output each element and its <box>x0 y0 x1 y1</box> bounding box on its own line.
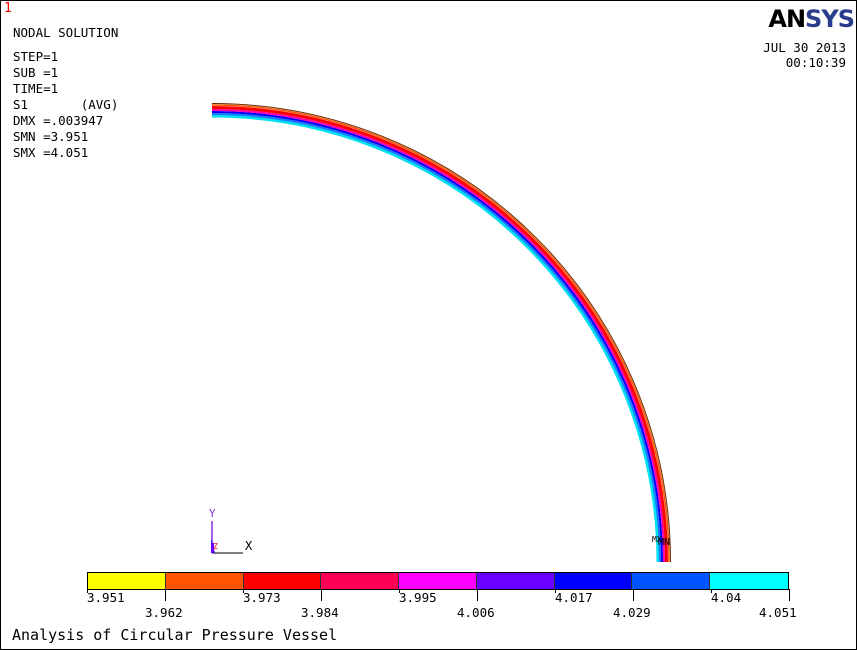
window-number: 1 <box>4 1 12 16</box>
legend-swatch <box>399 573 477 589</box>
ansys-logo: ANSYS <box>768 5 855 33</box>
mn-marker-label: MN <box>658 537 671 548</box>
legend-label: 4.006 <box>457 605 495 620</box>
legend-label: 4.051 <box>759 605 797 620</box>
ring-band-orange <box>211 104 670 563</box>
vessel-quarter-ring <box>211 103 671 563</box>
legend-label: 4.017 <box>555 590 593 605</box>
legend-swatch <box>710 573 789 589</box>
contour-legend-bar <box>87 572 789 590</box>
info-line-sub: SUB =1 <box>13 65 59 80</box>
legend-label: 4.04 <box>711 590 742 605</box>
info-line-s1: S1 (AVG) <box>13 97 119 112</box>
info-line-step: STEP=1 <box>13 49 59 64</box>
info-line-smn: SMN =3.951 <box>13 129 89 144</box>
ring-band-magenta <box>211 109 665 563</box>
legend-tick <box>633 589 634 601</box>
plot-caption: Analysis of Circular Pressure Vessel <box>12 626 338 644</box>
legend-swatch <box>243 573 322 589</box>
triad-y-label: Y <box>209 507 216 520</box>
legend-swatch <box>476 573 555 589</box>
legend-swatch <box>554 573 633 589</box>
triad-z-label: Z <box>213 542 218 551</box>
solution-title: NODAL SOLUTION <box>13 25 119 40</box>
legend-tick <box>165 589 166 601</box>
triad-x-label: X <box>245 539 253 553</box>
legend-label: 3.962 <box>145 605 183 620</box>
legend-tick <box>555 589 556 593</box>
ring-band-cyan <box>211 114 660 563</box>
legend-swatch <box>88 573 166 589</box>
legend-tick <box>711 589 712 593</box>
date-label: JUL 30 2013 <box>763 40 846 55</box>
time-label: 00:10:39 <box>785 55 846 70</box>
ring-band-outline <box>211 103 671 563</box>
mx-marker-label: MX <box>652 535 662 544</box>
info-line-smx: SMX =4.051 <box>13 145 89 160</box>
ring-band-red <box>211 106 668 563</box>
ring-band-lightblue <box>211 113 661 563</box>
info-line-time: TIME=1 <box>13 81 59 96</box>
legend-label: 4.029 <box>613 605 651 620</box>
ring-band-blue <box>211 111 663 563</box>
legend-label: 3.984 <box>301 605 339 620</box>
legend-tick <box>399 589 400 593</box>
coordinate-triad <box>211 521 243 554</box>
legend-tick <box>87 589 88 593</box>
legend-swatch <box>165 573 244 589</box>
solution-info: NODAL SOLUTION STEP=1 SUB =1 TIME=1 S1 (… <box>13 25 118 161</box>
legend-tick <box>789 589 790 601</box>
legend-swatch <box>321 573 400 589</box>
legend-label: 3.995 <box>399 590 437 605</box>
legend-swatch <box>632 573 711 589</box>
legend-tick <box>477 589 478 601</box>
legend-label: 3.973 <box>243 590 281 605</box>
info-line-dmx: DMX =.003947 <box>13 113 104 128</box>
datetime-stamp: JUL 30 2013 00:10:39 <box>763 40 846 70</box>
legend-tick <box>243 589 244 593</box>
legend-label: 3.951 <box>87 590 125 605</box>
legend-tick <box>321 589 322 601</box>
